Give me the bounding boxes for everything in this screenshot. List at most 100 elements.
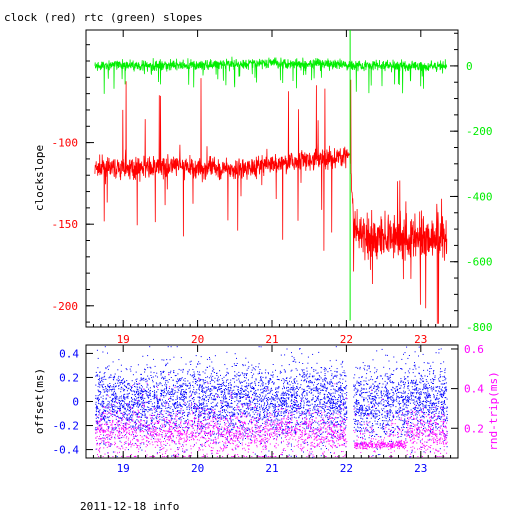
offset-point	[340, 390, 342, 392]
offset-point	[124, 413, 126, 415]
offset-point	[386, 405, 388, 407]
offset-point	[389, 375, 391, 377]
offset-point	[357, 408, 359, 410]
offset-point	[375, 410, 377, 412]
offset-point	[188, 382, 190, 384]
offset-point	[114, 389, 116, 391]
offset-point	[397, 410, 399, 412]
offset-point	[275, 418, 277, 420]
offset-point	[266, 441, 268, 442]
offset-point	[156, 411, 158, 412]
offset-point	[426, 388, 428, 389]
offset-point	[101, 384, 103, 386]
offset-point	[119, 382, 121, 384]
offset-point	[338, 424, 340, 425]
offset-point	[241, 389, 243, 391]
offset-point	[267, 393, 269, 395]
offset-point	[336, 390, 338, 391]
offset-point	[244, 390, 246, 392]
offset-point	[433, 395, 435, 397]
offset-point	[398, 417, 400, 419]
offset-point	[291, 399, 293, 401]
offset-point	[98, 403, 100, 405]
offset-point	[168, 387, 170, 389]
y2-tick-label: -600	[466, 256, 493, 269]
offset-point	[430, 388, 432, 390]
offset-point	[261, 442, 262, 444]
offset-point	[214, 381, 216, 383]
offset-point	[386, 400, 388, 402]
offset-point	[407, 380, 409, 382]
offset-point	[189, 384, 191, 386]
offset-point	[406, 401, 408, 403]
offset-point	[186, 449, 188, 451]
offset-point	[366, 405, 368, 407]
offset-point	[402, 399, 404, 401]
offset-point	[370, 376, 372, 378]
offset-point	[251, 375, 253, 377]
offset-point	[151, 436, 153, 438]
offset-point	[140, 396, 142, 398]
offset-point	[426, 380, 428, 382]
offset-point	[368, 388, 370, 390]
offset-point	[167, 381, 169, 383]
offset-point	[244, 413, 246, 415]
offset-point	[356, 380, 358, 382]
offset-point	[117, 369, 119, 371]
offset-point	[446, 416, 448, 418]
offset-point	[371, 412, 373, 414]
offset-point	[339, 400, 341, 402]
offset-point	[294, 402, 296, 404]
offset-point	[339, 378, 341, 380]
offset-point	[176, 346, 178, 348]
offset-point	[415, 407, 417, 409]
offset-point	[309, 418, 311, 420]
offset-point	[98, 410, 100, 412]
offset-point	[240, 387, 242, 389]
offset-point	[314, 378, 316, 380]
offset-point	[257, 400, 258, 402]
offset-point	[427, 435, 429, 437]
offset-point	[310, 381, 312, 383]
offset-point	[201, 402, 203, 404]
offset-point	[360, 412, 362, 414]
offset-point	[162, 405, 164, 407]
offset-point	[127, 404, 129, 406]
offset-point	[377, 423, 379, 425]
offset-point	[342, 396, 344, 398]
offset-point	[295, 431, 296, 433]
offset-point	[362, 392, 364, 393]
offset-point	[407, 413, 409, 415]
offset-point	[291, 403, 293, 404]
offset-point	[266, 405, 268, 406]
offset-point	[266, 390, 268, 392]
offset-point	[142, 396, 144, 398]
offset-point	[255, 409, 257, 411]
offset-point	[330, 414, 332, 416]
offset-point	[136, 383, 138, 385]
offset-point	[144, 411, 146, 412]
offset-point	[346, 406, 347, 408]
offset-point	[403, 409, 405, 411]
offset-point	[304, 373, 306, 375]
offset-point	[197, 415, 199, 417]
offset-point	[420, 393, 422, 395]
offset-point	[107, 419, 109, 421]
offset-point	[432, 361, 434, 363]
offset-point	[248, 412, 250, 414]
offset-point	[219, 411, 221, 413]
offset-point	[259, 434, 261, 436]
offset-point	[255, 366, 257, 368]
offset-point	[412, 395, 414, 397]
offset-point	[345, 380, 347, 382]
offset-point	[167, 411, 169, 413]
offset-point	[390, 381, 392, 383]
offset-point	[192, 392, 194, 394]
offset-point	[399, 387, 401, 389]
offset-point	[171, 418, 173, 420]
offset-point	[304, 379, 306, 381]
offset-point	[241, 382, 243, 383]
offset-point	[170, 417, 172, 419]
offset-point	[100, 396, 102, 398]
offset-point	[130, 409, 132, 410]
